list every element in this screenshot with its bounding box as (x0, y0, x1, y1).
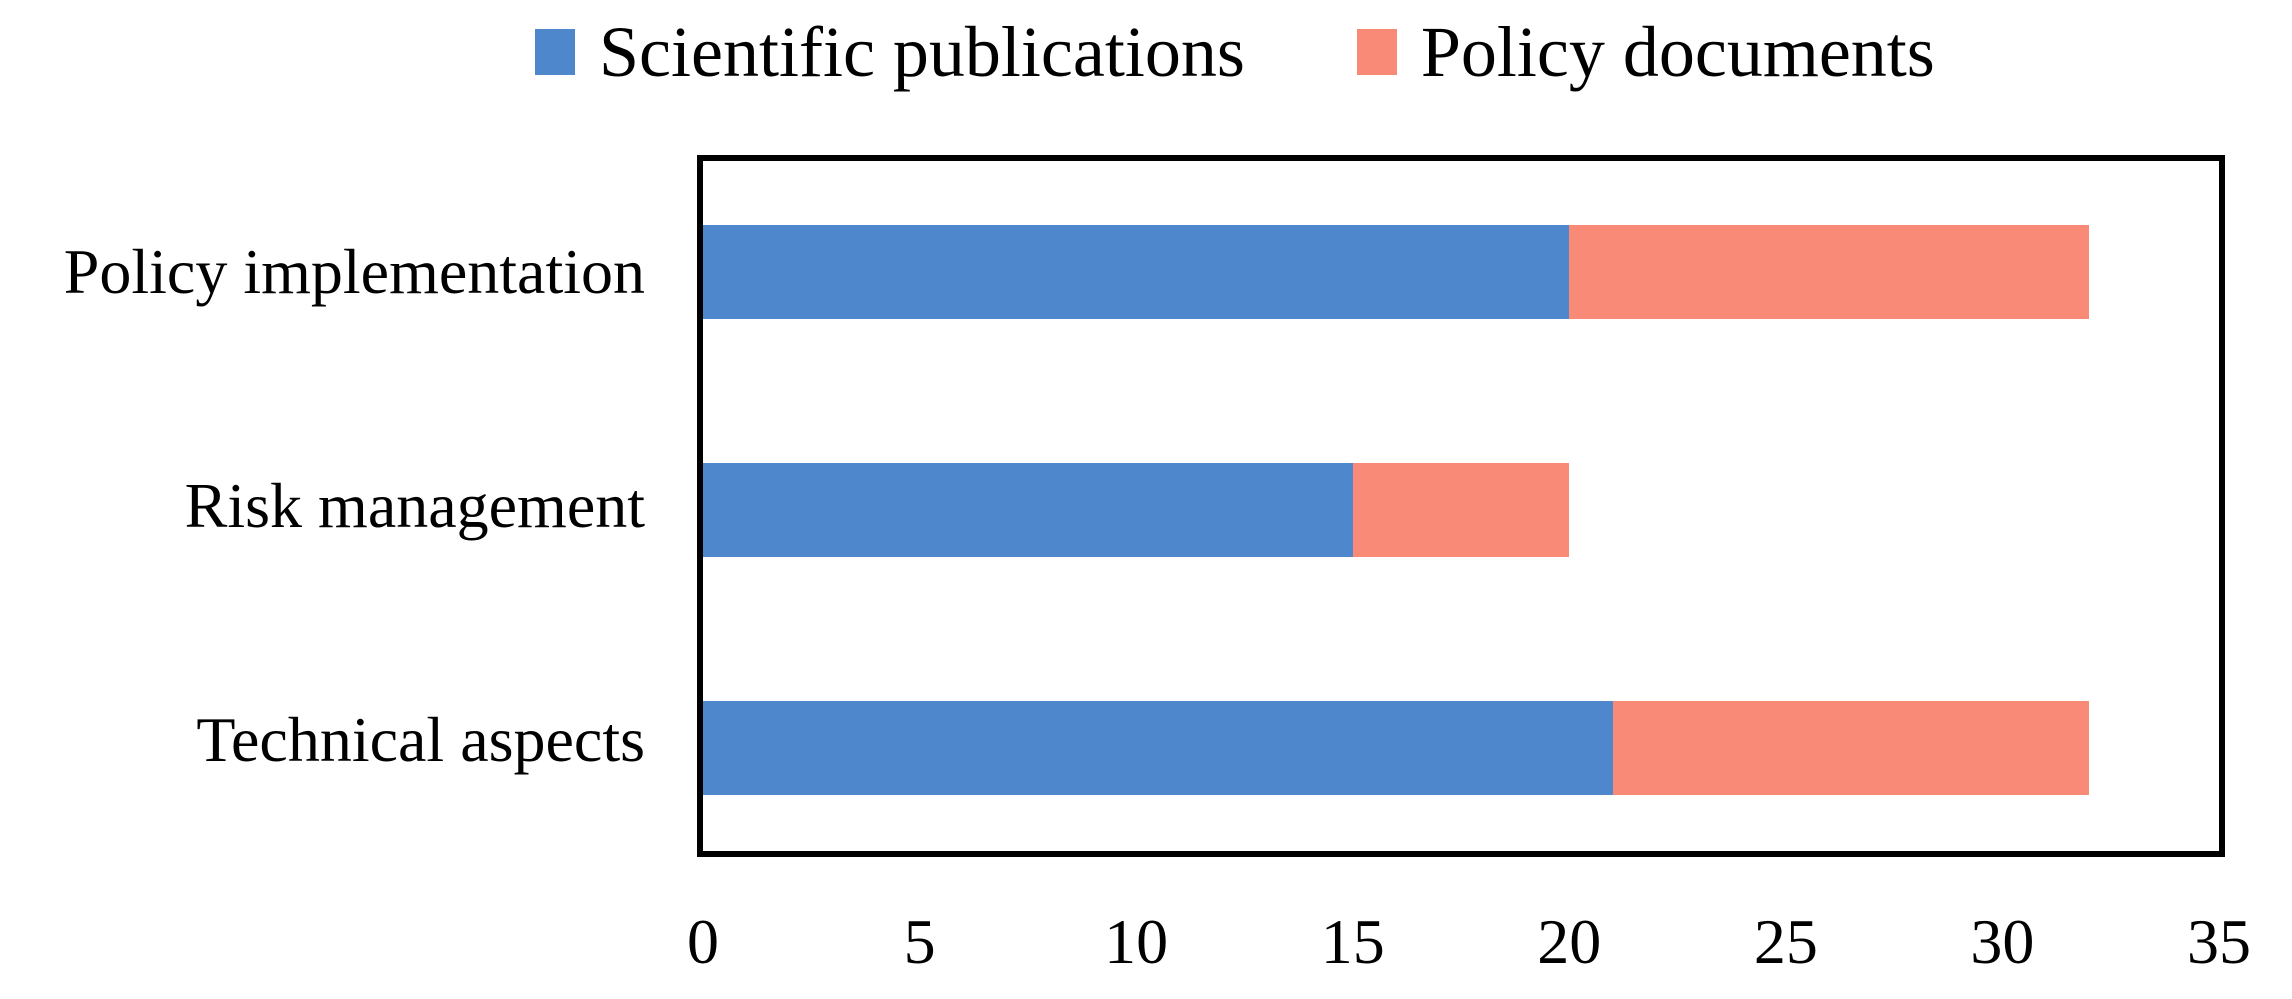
x-tick-label: 0 (687, 906, 719, 977)
chart-legend: Scientific publications Policy documents (535, 10, 1935, 94)
bar-segment-scientific-publications (703, 225, 1570, 319)
bar-segment-scientific-publications (703, 701, 1613, 795)
bar-row-risk-management (703, 463, 2219, 557)
bar-segment-policy-documents (1612, 701, 2090, 795)
category-label-policy-implementation: Policy implementation (63, 236, 645, 307)
category-label-risk-management: Risk management (184, 470, 645, 541)
x-tick-label: 10 (1104, 906, 1169, 977)
legend-swatch-policy-documents-icon (1356, 29, 1397, 75)
legend-swatch-scientific-publications-icon (535, 29, 575, 75)
bar-row-technical-aspects (703, 701, 2219, 795)
category-label-technical-aspects: Technical aspects (196, 704, 645, 775)
x-tick-label: 35 (2187, 906, 2251, 977)
legend-item-policy-documents: Policy documents (1356, 11, 1935, 94)
bar-row-policy-implementation (703, 225, 2219, 319)
x-tick-label: 25 (1753, 906, 1818, 977)
bar-segment-policy-documents (1569, 225, 2090, 319)
legend-label-scientific-publications: Scientific publications (599, 11, 1245, 92)
x-tick-label: 30 (1970, 906, 2035, 977)
legend-label-policy-documents: Policy documents (1420, 11, 1935, 92)
x-axis: 0 5 10 15 20 25 30 35 (687, 905, 2251, 995)
x-tick-label: 5 (903, 906, 936, 977)
bar-segment-policy-documents (1352, 463, 1570, 557)
plot-area (697, 155, 2225, 857)
x-tick-label: 15 (1320, 906, 1385, 977)
y-axis-labels: Policy implementation Risk management Te… (0, 155, 645, 857)
x-tick-label: 20 (1537, 906, 1602, 977)
bar-segment-scientific-publications (703, 463, 1353, 557)
legend-item-scientific-publications: Scientific publications (535, 11, 1245, 94)
